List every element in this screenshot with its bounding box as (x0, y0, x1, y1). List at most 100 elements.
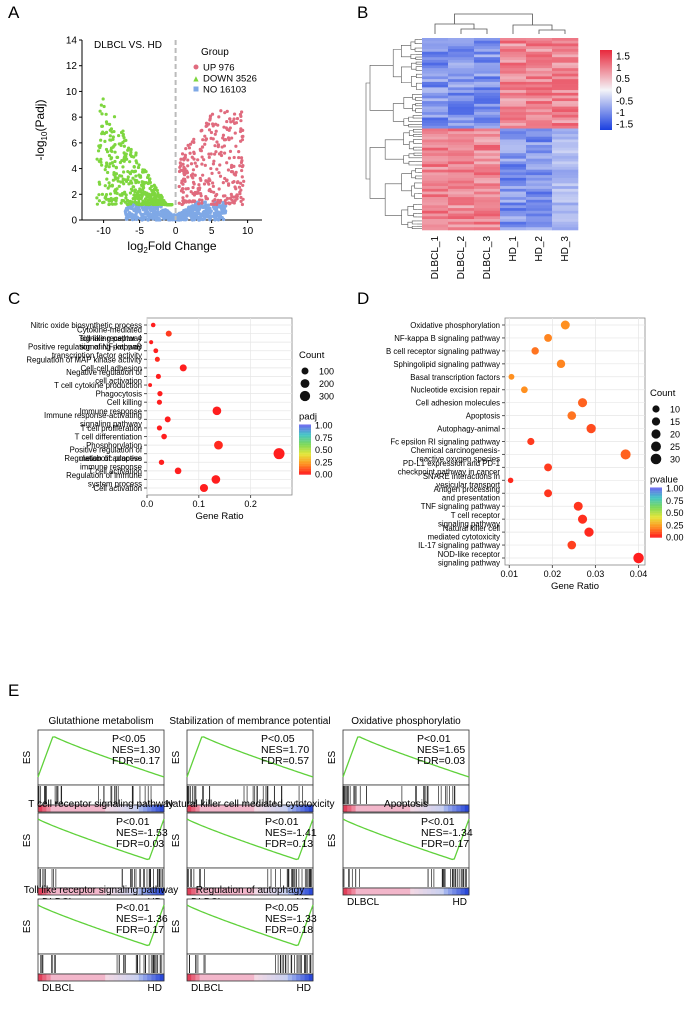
heatmap-cell (552, 117, 579, 121)
gsea-right-label: HD (148, 983, 162, 994)
go-plot-area (146, 317, 293, 496)
gsea-rank-seg (220, 888, 226, 895)
gsea-rank-seg (452, 805, 457, 812)
kegg-size-title: Count (650, 388, 676, 399)
heatmap-cell (500, 79, 527, 83)
gsea-plot: Stabilization of membrance potential ES P<… (169, 716, 330, 825)
heatmap-cell (500, 117, 527, 121)
gsea-rank-seg (364, 888, 369, 895)
kegg-color-bar-seg (650, 490, 662, 492)
heatmap-cell (422, 125, 449, 129)
gsea-rank-seg (393, 888, 399, 895)
kegg-dot (567, 411, 577, 420)
volcano-point-down (100, 124, 105, 128)
volcano-point-down (120, 193, 124, 197)
volcano-point-up (227, 182, 231, 186)
dendro-branch (411, 76, 417, 87)
volcano-point-down (138, 174, 143, 178)
heatmap-cell (552, 175, 579, 179)
volcano-point-down (147, 180, 151, 185)
gsea-stat: P<0.01 (116, 816, 150, 828)
go-term-label: Nitric oxide biosynthetic process (31, 321, 142, 330)
heatmap-cell (526, 188, 553, 192)
kegg-term-label: B cell receptor signaling pathway (386, 347, 500, 356)
kegg-dot (584, 527, 594, 537)
heatmap-cell (500, 136, 527, 140)
volcano-point-up (208, 118, 212, 122)
gsea-rank-seg (92, 805, 98, 812)
volcano-point-no (197, 218, 201, 222)
volcano-y-tick-label: 0 (71, 216, 77, 227)
go-color-bar-seg (299, 468, 311, 470)
volcano-point-down (126, 169, 130, 174)
heatmap-cell (526, 210, 553, 214)
heatmap-cell (448, 191, 475, 195)
go-term-label: Positive regulation of (70, 445, 143, 454)
volcano-point-up (215, 140, 219, 144)
volcano-point-down (98, 109, 102, 113)
heatmap-cell (422, 112, 449, 116)
heatmap-cell (422, 106, 449, 110)
volcano-point-no (202, 217, 207, 221)
heatmap-cell (552, 205, 579, 209)
gsea-rank-bar (343, 888, 470, 895)
volcano-point-up (239, 195, 243, 200)
heatmap-cell (526, 134, 553, 138)
heatmap-cell (474, 144, 501, 149)
volcano-point-no (144, 211, 148, 216)
heatmap-cell (474, 90, 501, 94)
go-color-bar-seg (299, 435, 311, 438)
gsea-es-label: ES (327, 834, 338, 848)
gsea-rank-seg (126, 805, 131, 812)
volcano-point-up (213, 198, 217, 202)
gsea-rank-seg (80, 888, 85, 895)
go-color-bar-seg (299, 465, 311, 468)
gsea-rank-seg (143, 888, 148, 895)
heatmap-cell (500, 131, 527, 135)
volcano-point-down (95, 202, 99, 206)
kegg-x-tick-label: 0.04 (630, 569, 648, 579)
heatmap-cell (552, 164, 579, 168)
volcano-point-down (108, 162, 112, 166)
heatmap-scale-label: 1 (616, 63, 622, 74)
volcano-point-down (98, 182, 102, 186)
heatmap-cell (448, 112, 475, 116)
gsea-rank-seg (155, 974, 161, 981)
volcano-point-down (133, 200, 137, 204)
volcano-point-no (187, 207, 192, 211)
volcano-point-no (220, 203, 225, 208)
go-color-bar-seg (299, 433, 311, 435)
dendro-branch (401, 209, 408, 225)
volcano-point-no (221, 201, 225, 205)
volcano-point-up (241, 163, 245, 168)
gsea-rank-seg (75, 805, 81, 812)
heatmap-cell (500, 210, 527, 214)
gsea-rank-seg (101, 805, 106, 812)
volcano-point-no (190, 204, 194, 209)
volcano-point-down (121, 129, 125, 133)
heatmap-cell (552, 199, 579, 203)
heatmap-cell (422, 208, 449, 212)
go-color-bar-seg (299, 450, 311, 453)
go-color-bar-seg (299, 457, 311, 459)
gsea-rank-seg (151, 805, 157, 812)
gsea-rank-seg (414, 888, 420, 895)
dendro-branch (411, 170, 416, 179)
heatmap-cell (552, 38, 579, 42)
gsea-es-box (37, 898, 165, 955)
heatmap-cell (422, 177, 449, 181)
kegg-color-bar-seg (650, 535, 662, 537)
go-color-bar-seg (299, 432, 311, 434)
gsea-rank-bar (38, 805, 165, 812)
volcano-point-down (114, 166, 118, 170)
volcano-point-down (159, 195, 163, 199)
volcano-title: DLBCL VS. HD (94, 40, 162, 51)
go-dotplot: 0.0 0.1 0.2 Nitric oxide biosynthetic proce… (26, 317, 334, 522)
volcano-point-down (129, 187, 134, 191)
volcano-legend-marker-no (193, 86, 199, 92)
go-term-label: signaling pathway (80, 342, 142, 351)
heatmap-cell (500, 169, 527, 173)
heatmap-cell (500, 128, 527, 132)
kegg-color-legend-label: 0.00 (666, 533, 684, 543)
